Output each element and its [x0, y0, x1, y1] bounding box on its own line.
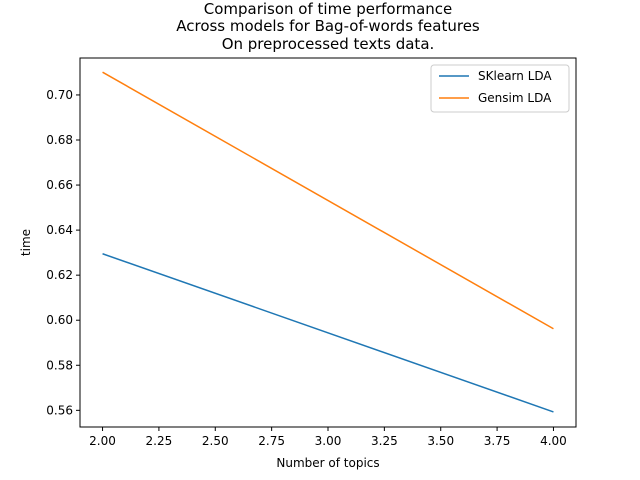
- series-line-sklearn: [102, 253, 554, 413]
- y-tick-label: 0.60: [46, 313, 73, 327]
- y-tick-label: 0.66: [46, 178, 73, 192]
- x-tick-label: 2.75: [258, 434, 285, 448]
- y-tick-label: 0.58: [46, 358, 73, 372]
- x-tick-label: 3.00: [315, 434, 342, 448]
- x-axis-label: Number of topics: [276, 456, 379, 470]
- legend-label-sklearn: SKlearn LDA: [478, 69, 552, 83]
- series-line-gensim: [102, 71, 554, 330]
- y-tick-label: 0.62: [46, 268, 73, 282]
- x-tick-label: 2.50: [202, 434, 229, 448]
- x-tick-label: 4.00: [540, 434, 567, 448]
- x-tick-label: 2.25: [146, 434, 173, 448]
- x-tick-label: 2.00: [89, 434, 116, 448]
- chart-title: Comparison of time performance Across mo…: [176, 0, 480, 53]
- x-tick-label: 3.75: [484, 434, 511, 448]
- x-tick-label: 3.25: [371, 434, 398, 448]
- legend-label-gensim: Gensim LDA: [478, 91, 552, 105]
- chart-title-line-1: Comparison of time performance: [204, 0, 453, 18]
- y-tick-label: 0.64: [46, 223, 73, 237]
- y-tick-label: 0.68: [46, 133, 73, 147]
- y-axis-ticks: 0.56 0.58 0.60 0.62 0.64 0.66 0.68 0.70: [46, 88, 80, 417]
- plot-frame: [79, 57, 577, 428]
- x-tick-label: 3.50: [427, 434, 454, 448]
- y-tick-label: 0.56: [46, 403, 73, 417]
- chart-title-line-3: On preprocessed texts data.: [222, 35, 435, 53]
- chart-title-line-2: Across models for Bag-of-words features: [176, 17, 480, 35]
- legend: SKlearn LDA Gensim LDA: [430, 64, 570, 113]
- y-axis-label: time: [19, 229, 33, 256]
- series-lines: [102, 71, 554, 413]
- x-axis-ticks: 2.00 2.25 2.50 2.75 3.00 3.25 3.50 3.75 4.00: [89, 427, 567, 448]
- y-tick-label: 0.70: [46, 88, 73, 102]
